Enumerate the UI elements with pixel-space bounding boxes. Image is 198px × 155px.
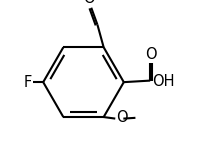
Text: O: O — [145, 46, 157, 62]
Text: O: O — [83, 0, 95, 6]
Text: O: O — [116, 110, 127, 125]
Text: F: F — [24, 75, 32, 90]
Text: OH: OH — [152, 74, 175, 89]
